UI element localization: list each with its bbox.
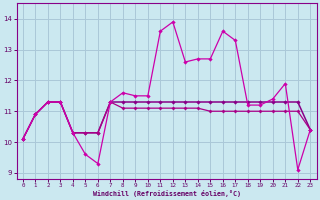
X-axis label: Windchill (Refroidissement éolien,°C): Windchill (Refroidissement éolien,°C): [92, 190, 241, 197]
